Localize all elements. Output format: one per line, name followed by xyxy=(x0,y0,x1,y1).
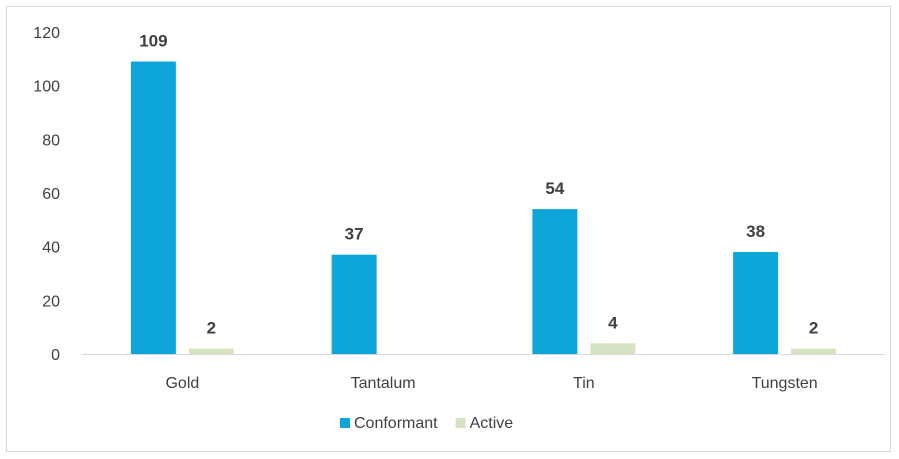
data-label: 2 xyxy=(809,319,818,338)
y-tick-label: 40 xyxy=(42,240,60,257)
bar-conformant-gold xyxy=(130,61,176,355)
data-label: 2 xyxy=(207,319,216,338)
x-axis: Gold Tantalum Tin Tungsten xyxy=(165,375,817,392)
x-tick-label: Tin xyxy=(573,375,595,392)
data-label: 37 xyxy=(345,225,364,244)
legend: Conformant Active xyxy=(340,415,513,432)
bar-conformant-tungsten xyxy=(733,252,779,354)
y-tick-label: 120 xyxy=(33,25,60,42)
legend-label-active: Active xyxy=(470,415,514,432)
y-tick-label: 60 xyxy=(42,186,60,203)
bar-conformant-tantalum xyxy=(331,254,377,354)
data-label: 38 xyxy=(746,222,765,241)
legend-label-conformant: Conformant xyxy=(354,415,438,432)
data-label: 54 xyxy=(545,179,564,198)
bar-active-tin xyxy=(590,343,636,354)
x-tick-label: Tungsten xyxy=(752,375,818,392)
bar-conformant-tin xyxy=(532,209,578,354)
bars-group: 109 2 37 54 4 38 2 xyxy=(130,32,837,355)
x-tick-label: Gold xyxy=(165,375,199,392)
bar-active-tungsten xyxy=(791,348,837,354)
bar-active-gold xyxy=(188,348,234,354)
x-tick-label: Tantalum xyxy=(351,375,416,392)
y-tick-label: 20 xyxy=(42,293,60,310)
y-axis: 0 20 40 60 80 100 120 xyxy=(33,25,60,364)
legend-swatch-conformant xyxy=(340,418,350,428)
y-tick-label: 100 xyxy=(33,79,60,96)
data-label: 4 xyxy=(608,313,618,332)
legend-swatch-active xyxy=(455,418,466,428)
data-label: 109 xyxy=(139,32,167,51)
y-tick-label: 0 xyxy=(51,347,60,364)
y-tick-label: 80 xyxy=(42,132,60,149)
